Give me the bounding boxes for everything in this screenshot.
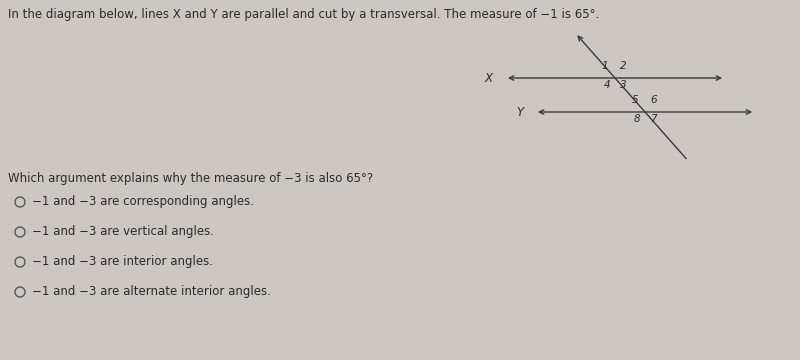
Text: X: X [485,72,493,85]
Text: −1 and −3 are vertical angles.: −1 and −3 are vertical angles. [32,225,214,238]
Text: 7: 7 [650,114,657,124]
Text: 2: 2 [620,61,626,71]
Text: Y: Y [516,105,523,118]
Text: 6: 6 [650,95,657,105]
Text: 3: 3 [620,80,626,90]
Text: 4: 4 [603,80,610,90]
Text: 1: 1 [602,61,608,71]
Text: −1 and −3 are alternate interior angles.: −1 and −3 are alternate interior angles. [32,285,271,298]
Text: 5: 5 [631,95,638,105]
Text: −1 and −3 are interior angles.: −1 and −3 are interior angles. [32,256,213,269]
Text: 8: 8 [634,114,640,124]
Text: Which argument explains why the measure of −3 is also 65°?: Which argument explains why the measure … [8,172,373,185]
Text: In the diagram below, lines X and Y are parallel and cut by a transversal. The m: In the diagram below, lines X and Y are … [8,8,599,21]
Text: −1 and −3 are corresponding angles.: −1 and −3 are corresponding angles. [32,195,254,208]
